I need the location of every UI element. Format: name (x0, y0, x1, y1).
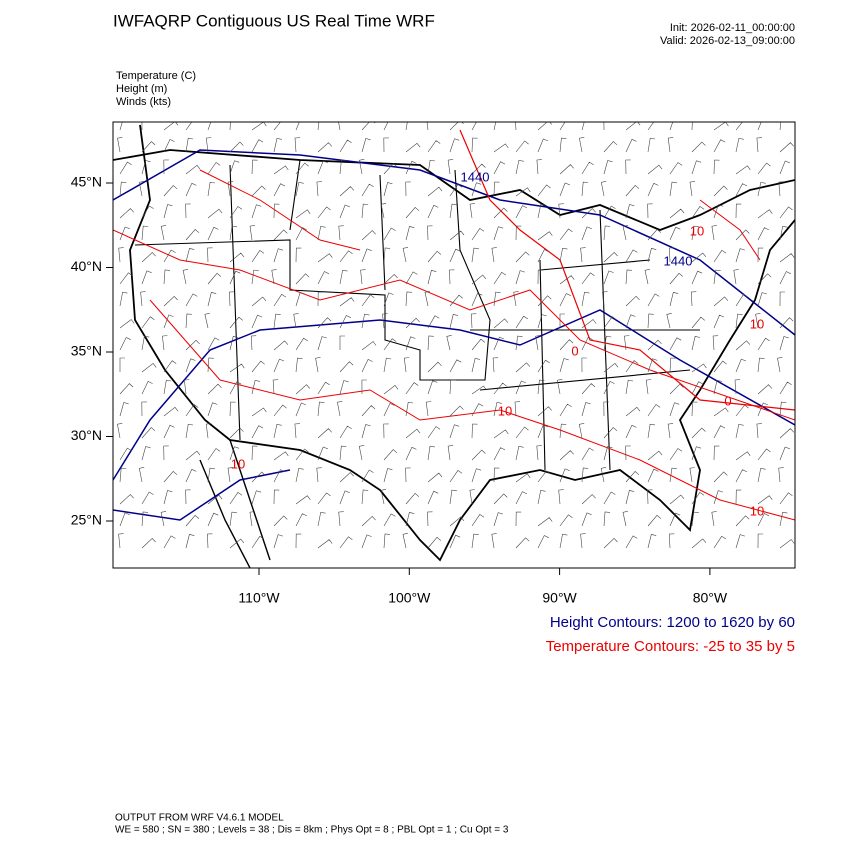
wind-barbs (117, 122, 795, 549)
valid-time: Valid: 2026-02-13_09:00:00 (660, 35, 795, 47)
lat-tick-label: 30°N (71, 427, 102, 443)
wind-barb (117, 122, 795, 549)
temperature-contour (199, 169, 761, 261)
footer-line: WE = 580 ; SN = 380 ; Levels = 38 ; Dis … (115, 825, 509, 836)
temperature-contour-label: 10 (750, 316, 764, 331)
temperature-legend: Temperature Contours: -25 to 35 by 5 (546, 638, 795, 655)
init-time: Init: 2026-02-11_00:00:00 (670, 22, 795, 34)
temperature-contour-label: 10 (690, 223, 704, 238)
temperature-contour (113, 229, 795, 421)
lat-tick-label: 35°N (71, 343, 102, 359)
lon-tick-label: 110°W (238, 590, 280, 606)
lat-tick-label: 25°N (71, 512, 102, 528)
height-legend: Height Contours: 1200 to 1620 by 60 (550, 614, 795, 631)
temperature-contour (459, 129, 795, 411)
field-label: Winds (kts) (116, 96, 171, 108)
border (113, 149, 795, 231)
lon-tick-label: 80°W (693, 590, 728, 606)
temperature-contour-label: 10 (498, 403, 512, 418)
temperature-contour-label: 10 (750, 503, 764, 518)
title: IWFAQRP Contiguous US Real Time WRF (113, 11, 435, 30)
lat-tick-label: 40°N (71, 258, 102, 274)
footer-line: OUTPUT FROM WRF V4.6.1 MODEL (115, 813, 284, 824)
lat-tick-label: 45°N (71, 174, 102, 190)
height-contour (113, 309, 795, 481)
height-contour-label: 1440 (664, 253, 693, 268)
coastline (129, 124, 795, 562)
lon-tick-label: 100°W (388, 590, 431, 606)
field-label: Height (m) (116, 83, 167, 95)
map-frame (112, 121, 796, 569)
field-label: Temperature (C) (116, 70, 196, 82)
temperature-contour-label: 0 (571, 343, 578, 358)
map-body: 1440 1440 10 10 0 10 0 10 10 (113, 122, 795, 568)
lon-tick-label: 90°W (542, 590, 577, 606)
temperature-contour (149, 299, 795, 521)
temperature-contour-label: 0 (724, 393, 731, 408)
height-contour (113, 149, 795, 336)
height-contour-label: 1440 (461, 169, 490, 184)
map: 1440 1440 10 10 0 10 0 10 10 45°N 40°N 35°N 30°N 25°… (71, 121, 796, 606)
temperature-contour-label: 10 (231, 456, 245, 471)
